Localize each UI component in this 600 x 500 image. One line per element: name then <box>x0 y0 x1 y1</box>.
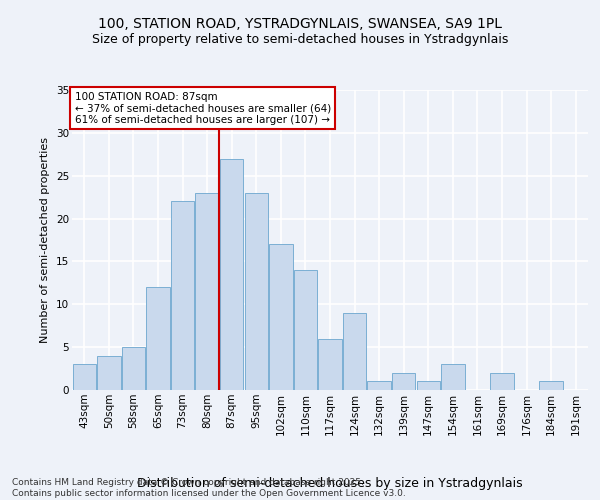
Text: 100, STATION ROAD, YSTRADGYNLAIS, SWANSEA, SA9 1PL: 100, STATION ROAD, YSTRADGYNLAIS, SWANSE… <box>98 18 502 32</box>
Text: 100 STATION ROAD: 87sqm
← 37% of semi-detached houses are smaller (64)
61% of se: 100 STATION ROAD: 87sqm ← 37% of semi-de… <box>74 92 331 124</box>
Bar <box>146 287 170 390</box>
Text: Contains HM Land Registry data © Crown copyright and database right 2025.
Contai: Contains HM Land Registry data © Crown c… <box>12 478 406 498</box>
Bar <box>539 382 563 390</box>
X-axis label: Distribution of semi-detached houses by size in Ystradgynlais: Distribution of semi-detached houses by … <box>137 476 523 490</box>
Text: Size of property relative to semi-detached houses in Ystradgynlais: Size of property relative to semi-detach… <box>92 32 508 46</box>
Y-axis label: Number of semi-detached properties: Number of semi-detached properties <box>40 137 50 343</box>
Bar <box>367 382 391 390</box>
Bar <box>416 382 440 390</box>
Bar <box>171 202 194 390</box>
Bar <box>490 373 514 390</box>
Bar <box>319 338 341 390</box>
Bar <box>269 244 293 390</box>
Bar <box>392 373 415 390</box>
Bar <box>294 270 317 390</box>
Bar <box>122 347 145 390</box>
Bar <box>196 193 219 390</box>
Bar <box>73 364 96 390</box>
Bar <box>97 356 121 390</box>
Bar <box>441 364 464 390</box>
Bar <box>220 158 244 390</box>
Bar <box>343 313 366 390</box>
Bar <box>245 193 268 390</box>
